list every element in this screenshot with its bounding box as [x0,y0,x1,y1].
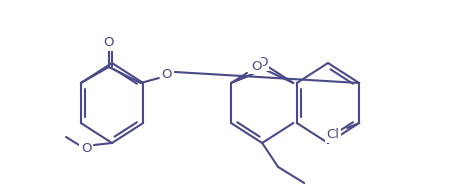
Text: O: O [251,60,261,73]
Text: O: O [81,142,91,155]
Text: O: O [161,69,172,81]
Text: Cl: Cl [327,128,340,142]
Text: O: O [257,56,267,70]
Text: O: O [104,36,114,50]
